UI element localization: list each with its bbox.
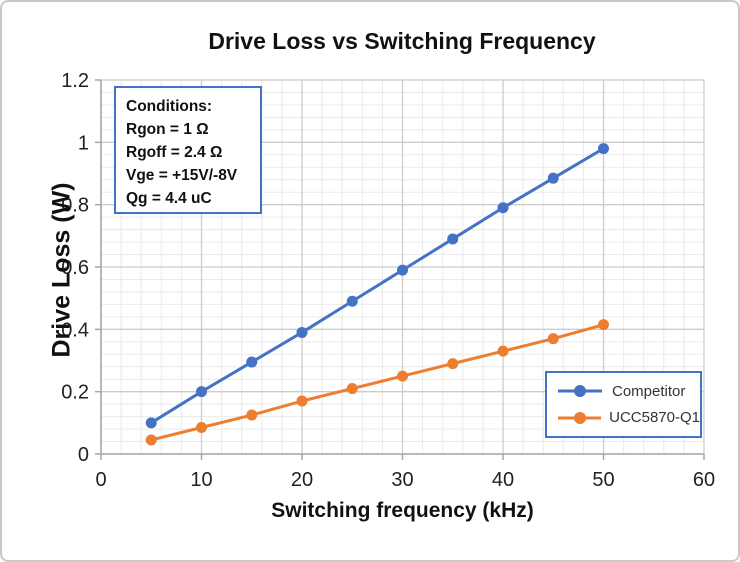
y-tick-label: 0.4 <box>61 319 89 341</box>
data-point-ucc5870-q1 <box>598 319 609 331</box>
legend-label: Competitor <box>612 382 686 400</box>
data-point-competitor <box>346 295 358 307</box>
x-axis-title: Switching frequency (kHz) <box>271 499 534 522</box>
data-point-competitor <box>397 264 408 276</box>
conditions-line: Qg = 4.4 uC <box>126 190 212 207</box>
x-tick-label: 0 <box>95 469 106 491</box>
data-point-competitor <box>547 172 559 184</box>
conditions-line: Rgon = 1 Ω <box>126 121 209 138</box>
data-point-competitor <box>598 143 609 155</box>
legend-item-competitor: Competitor <box>556 383 700 400</box>
data-point-ucc5870-q1 <box>346 383 358 395</box>
y-tick-label: 1.2 <box>61 70 89 92</box>
data-point-ucc5870-q1 <box>397 370 408 382</box>
y-tick-label: 0.6 <box>61 257 89 279</box>
data-point-ucc5870-q1 <box>547 333 559 345</box>
data-point-ucc5870-q1 <box>296 395 308 407</box>
data-point-competitor <box>296 326 308 338</box>
conditions-box: Conditions: Rgon = 1 Ω Rgoff = 2.4 Ω Vge =… <box>114 86 262 214</box>
legend-marker-ucc5870-q1 <box>558 411 602 424</box>
data-point-competitor <box>497 202 509 214</box>
x-tick-label: 40 <box>492 469 514 491</box>
data-point-competitor <box>246 356 258 368</box>
data-point-ucc5870-q1 <box>497 345 509 357</box>
x-tick-label: 20 <box>291 469 313 491</box>
legend-label: UCC5870-Q1 <box>609 409 700 427</box>
data-point-competitor <box>196 386 207 398</box>
x-tick-label: 10 <box>190 469 212 491</box>
y-tick-label: 0.2 <box>61 382 89 404</box>
y-tick-label: 0.8 <box>61 195 89 217</box>
conditions-title: Conditions: <box>126 98 213 115</box>
x-tick-label: 60 <box>693 469 715 491</box>
data-point-ucc5870-q1 <box>246 409 258 421</box>
series-line-competitor <box>149 147 605 425</box>
data-point-ucc5870-q1 <box>196 422 207 434</box>
series-line-ucc5870-q1 <box>149 323 605 442</box>
data-point-competitor <box>145 417 157 429</box>
data-point-ucc5870-q1 <box>447 358 459 370</box>
conditions-lines: Rgon = 1 Ω Rgoff = 2.4 Ω Vge = +15V/-8V Qg … <box>126 118 256 210</box>
conditions-line: Rgoff = 2.4 Ω <box>126 144 223 161</box>
y-tick-label: 0 <box>78 444 89 466</box>
data-point-ucc5870-q1 <box>145 434 157 446</box>
legend: Competitor UCC5870-Q1 <box>545 371 702 438</box>
chart-title: Drive Loss vs Switching Frequency <box>208 28 596 54</box>
data-point-competitor <box>447 233 459 245</box>
legend-marker-competitor <box>558 385 602 398</box>
y-tick-label: 1 <box>78 132 89 154</box>
x-tick-label: 30 <box>391 469 413 491</box>
conditions-line: Vge = +15V/-8V <box>126 167 238 184</box>
x-tick-label: 50 <box>592 469 614 491</box>
y-axis-title: Drive Loss (W) <box>47 182 76 358</box>
legend-item-ucc5870-q1: UCC5870-Q1 <box>556 409 700 426</box>
